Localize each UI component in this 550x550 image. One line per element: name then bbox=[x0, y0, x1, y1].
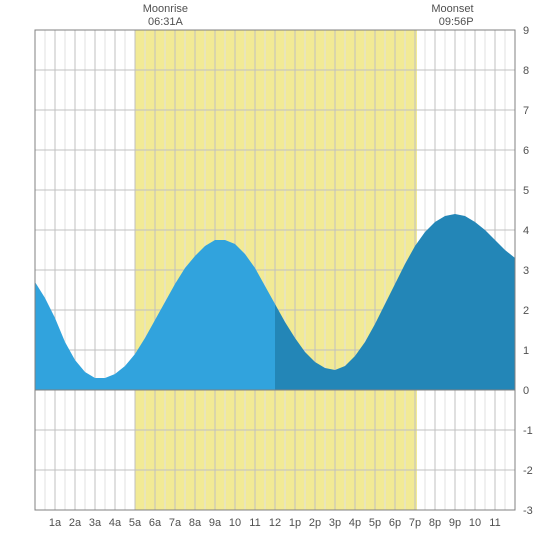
y-tick-label: 0 bbox=[523, 385, 529, 397]
x-tick-label: 9a bbox=[209, 517, 222, 529]
y-tick-label: 9 bbox=[523, 25, 529, 37]
x-tick-label: 6a bbox=[149, 517, 162, 529]
y-tick-label: 4 bbox=[523, 225, 529, 237]
y-tick-label: 7 bbox=[523, 105, 529, 117]
x-tick-label: 7p bbox=[409, 517, 421, 529]
y-tick-label: 5 bbox=[523, 185, 529, 197]
x-tick-label: 6p bbox=[389, 517, 401, 529]
x-tick-label: 1a bbox=[49, 517, 62, 529]
x-tick-label: 10 bbox=[229, 517, 241, 529]
moonrise-label: Moonrise bbox=[143, 3, 188, 15]
x-tick-label: 11 bbox=[249, 517, 260, 529]
chart-svg: -3-2-101234567891a2a3a4a5a6a7a8a9a101112… bbox=[0, 0, 550, 550]
y-tick-label: 2 bbox=[523, 305, 529, 317]
x-tick-label: 7a bbox=[169, 517, 182, 529]
x-tick-label: 1p bbox=[289, 517, 301, 529]
tide-chart: -3-2-101234567891a2a3a4a5a6a7a8a9a101112… bbox=[0, 0, 550, 550]
x-tick-label: 2p bbox=[309, 517, 321, 529]
y-tick-label: -3 bbox=[523, 505, 533, 517]
x-tick-label: 5p bbox=[369, 517, 381, 529]
y-tick-label: 8 bbox=[523, 65, 529, 77]
y-tick-label: -1 bbox=[523, 425, 533, 437]
x-tick-label: 9p bbox=[449, 517, 461, 529]
y-tick-label: 1 bbox=[523, 345, 529, 357]
x-tick-label: 4a bbox=[109, 517, 122, 529]
y-tick-label: -2 bbox=[523, 465, 533, 477]
moonrise-time: 06:31A bbox=[148, 16, 184, 28]
x-tick-label: 10 bbox=[469, 517, 481, 529]
y-tick-label: 6 bbox=[523, 145, 529, 157]
x-tick-label: 8p bbox=[429, 517, 441, 529]
x-tick-label: 3a bbox=[89, 517, 102, 529]
x-tick-label: 3p bbox=[329, 517, 341, 529]
x-tick-label: 4p bbox=[349, 517, 361, 529]
y-tick-label: 3 bbox=[523, 265, 529, 277]
x-tick-label: 8a bbox=[189, 517, 202, 529]
x-tick-label: 5a bbox=[129, 517, 142, 529]
x-tick-label: 11 bbox=[489, 517, 500, 529]
moonset-time: 09:56P bbox=[439, 16, 474, 28]
x-tick-label: 12 bbox=[269, 517, 281, 529]
moonset-label: Moonset bbox=[431, 3, 473, 15]
x-tick-label: 2a bbox=[69, 517, 82, 529]
